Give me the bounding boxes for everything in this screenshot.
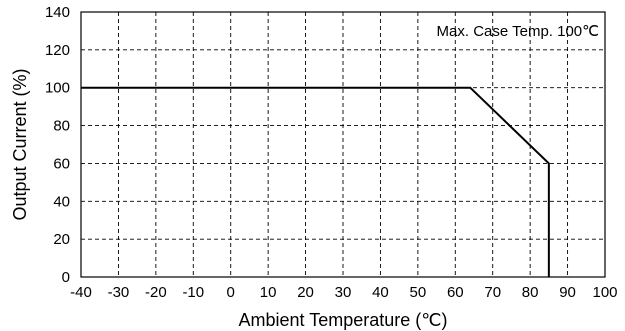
x-tick-label: 50 — [410, 284, 427, 301]
x-axis-label: Ambient Temperature (℃) — [239, 310, 448, 330]
derating-curve — [81, 86, 550, 277]
x-tick-label: -20 — [145, 284, 167, 301]
x-tick-label: 90 — [559, 284, 576, 301]
series-layer — [81, 86, 550, 277]
y-tick-label: 40 — [53, 193, 70, 210]
x-tick-label: 10 — [260, 284, 277, 301]
y-tick-label: 80 — [53, 118, 70, 135]
y-tick-label: 100 — [45, 80, 70, 97]
x-tick-label: 60 — [447, 284, 464, 301]
x-tick-label: 0 — [227, 284, 235, 301]
max-case-temp-annotation: Max. Case Temp. 100℃ — [437, 23, 599, 40]
y-tick-label: 140 — [45, 4, 70, 21]
y-tick-label: 0 — [62, 269, 70, 286]
plot-area-frame — [80, 11, 606, 278]
x-axis-ticks: -40 -30 -20 -10 0 10 20 30 40 50 60 70 80 90 100 — [70, 284, 617, 301]
x-tick-label: 80 — [522, 284, 539, 301]
x-tick-label: 40 — [372, 284, 389, 301]
y-axis-label: Output Current (%) — [10, 68, 30, 220]
x-tick-label: 20 — [297, 284, 314, 301]
x-tick-label: -40 — [70, 284, 92, 301]
grid-lines — [81, 12, 605, 277]
y-tick-label: 60 — [53, 155, 70, 172]
y-tick-label: 20 — [53, 231, 70, 248]
y-axis-ticks: 0 20 40 60 80 100 120 140 — [45, 4, 70, 286]
x-tick-label: 30 — [335, 284, 352, 301]
x-tick-label: 100 — [592, 284, 617, 301]
x-tick-label: -30 — [108, 284, 130, 301]
y-tick-label: 120 — [45, 42, 70, 59]
x-tick-label: -10 — [182, 284, 204, 301]
x-tick-label: 70 — [484, 284, 501, 301]
